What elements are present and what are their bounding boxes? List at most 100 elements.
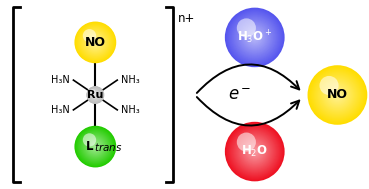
Circle shape xyxy=(90,90,101,100)
Circle shape xyxy=(93,93,97,97)
Circle shape xyxy=(87,87,103,103)
Circle shape xyxy=(94,94,97,96)
Circle shape xyxy=(87,138,104,155)
Circle shape xyxy=(83,29,96,42)
Circle shape xyxy=(254,36,256,38)
Circle shape xyxy=(89,88,102,101)
Circle shape xyxy=(334,92,341,98)
Circle shape xyxy=(335,93,339,97)
Circle shape xyxy=(248,30,262,44)
Circle shape xyxy=(242,25,268,50)
FancyArrowPatch shape xyxy=(197,64,299,93)
Circle shape xyxy=(94,146,96,147)
Circle shape xyxy=(323,80,352,110)
Circle shape xyxy=(86,86,104,104)
Circle shape xyxy=(87,34,104,51)
Circle shape xyxy=(254,151,256,153)
Circle shape xyxy=(88,35,102,49)
Circle shape xyxy=(230,13,280,62)
Circle shape xyxy=(311,68,364,122)
Circle shape xyxy=(76,23,115,62)
Circle shape xyxy=(92,39,99,46)
Circle shape xyxy=(83,31,107,54)
Text: L: L xyxy=(86,140,93,153)
Circle shape xyxy=(330,87,345,103)
Circle shape xyxy=(327,84,348,106)
Circle shape xyxy=(253,35,257,40)
Circle shape xyxy=(86,138,104,156)
Circle shape xyxy=(90,38,100,47)
Circle shape xyxy=(244,26,266,48)
Circle shape xyxy=(79,131,111,163)
Circle shape xyxy=(227,124,283,179)
Circle shape xyxy=(233,130,277,174)
Circle shape xyxy=(227,10,283,65)
Circle shape xyxy=(82,29,109,56)
Circle shape xyxy=(246,143,264,160)
Circle shape xyxy=(243,26,267,49)
Circle shape xyxy=(93,93,98,97)
Text: NH₃: NH₃ xyxy=(121,105,140,115)
Circle shape xyxy=(237,19,273,55)
Circle shape xyxy=(86,33,105,52)
Circle shape xyxy=(252,34,258,40)
Circle shape xyxy=(75,22,116,63)
Circle shape xyxy=(94,93,97,97)
Circle shape xyxy=(88,139,103,154)
Circle shape xyxy=(238,21,272,54)
Circle shape xyxy=(327,85,347,105)
Circle shape xyxy=(233,15,277,59)
Circle shape xyxy=(85,136,106,157)
Circle shape xyxy=(249,146,261,158)
Text: NO: NO xyxy=(327,88,348,101)
Circle shape xyxy=(89,140,101,153)
Circle shape xyxy=(246,29,264,46)
Circle shape xyxy=(95,94,96,96)
Circle shape xyxy=(324,81,351,109)
Circle shape xyxy=(79,130,112,163)
Circle shape xyxy=(239,136,271,167)
Circle shape xyxy=(78,25,113,60)
Circle shape xyxy=(88,88,103,102)
Circle shape xyxy=(92,91,99,99)
Circle shape xyxy=(244,141,266,163)
Circle shape xyxy=(91,91,100,99)
Circle shape xyxy=(239,22,271,53)
Circle shape xyxy=(240,137,270,167)
Circle shape xyxy=(313,70,362,120)
Circle shape xyxy=(92,143,99,150)
Circle shape xyxy=(86,33,104,51)
Circle shape xyxy=(317,75,357,115)
Circle shape xyxy=(225,8,284,67)
Circle shape xyxy=(247,144,263,160)
FancyArrowPatch shape xyxy=(197,97,299,125)
Circle shape xyxy=(76,24,114,61)
Text: H$_3$O$^+$: H$_3$O$^+$ xyxy=(237,29,272,46)
Text: NH₃: NH₃ xyxy=(121,75,140,85)
Circle shape xyxy=(84,136,107,158)
Circle shape xyxy=(93,144,98,149)
Circle shape xyxy=(231,14,279,61)
Text: $\it{trans}$: $\it{trans}$ xyxy=(94,141,123,153)
Circle shape xyxy=(92,92,98,98)
Circle shape xyxy=(88,140,102,154)
Circle shape xyxy=(91,143,100,151)
Circle shape xyxy=(307,65,367,125)
Circle shape xyxy=(93,145,97,149)
Circle shape xyxy=(321,78,354,112)
Circle shape xyxy=(237,18,256,37)
Circle shape xyxy=(90,90,100,100)
Circle shape xyxy=(249,31,261,43)
Circle shape xyxy=(240,22,270,52)
Circle shape xyxy=(237,134,273,170)
Circle shape xyxy=(90,90,100,100)
Circle shape xyxy=(315,73,359,117)
Circle shape xyxy=(232,129,277,174)
Text: NO: NO xyxy=(85,36,106,49)
Circle shape xyxy=(94,41,97,44)
Text: n+: n+ xyxy=(178,12,196,25)
Circle shape xyxy=(320,76,339,95)
Circle shape xyxy=(324,82,351,108)
Circle shape xyxy=(92,92,99,98)
Circle shape xyxy=(85,32,106,53)
